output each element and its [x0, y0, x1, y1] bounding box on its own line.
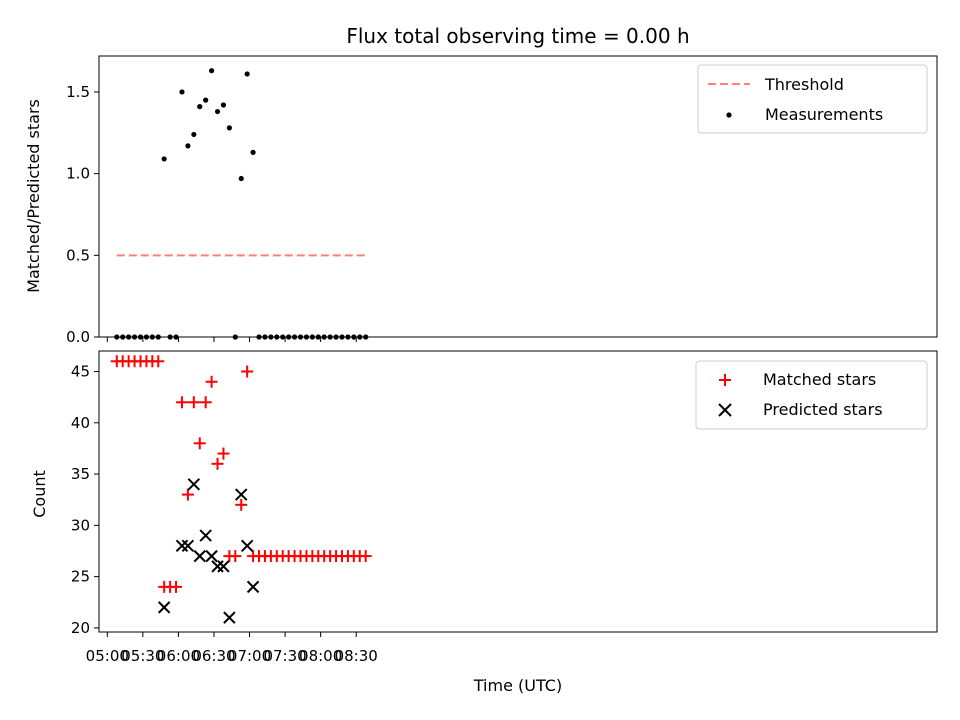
ratio-y-tick-label: 0.0	[66, 328, 90, 346]
predicted-legend-label: Predicted stars	[763, 400, 883, 419]
count-plot-content	[110, 355, 372, 624]
predicted-marker-b	[157, 601, 171, 614]
predicted-star-point	[235, 488, 248, 501]
ratio-y-tick-label: 1.0	[66, 165, 90, 183]
count-y-ticks: 20 25 30 35 40 45	[71, 363, 99, 637]
ratio-legend: Threshold Measurements	[697, 64, 928, 134]
predicted-star-point	[246, 580, 260, 594]
ratio-y-tick-label: 1.5	[66, 83, 90, 101]
matched-star-point	[187, 396, 200, 409]
predicted-marker-b	[193, 549, 206, 563]
predicted-star-point	[193, 549, 206, 563]
count-x-tick-label: 06:00	[157, 647, 200, 665]
predicted-marker-b	[181, 539, 195, 553]
count-y-tick-label: 20	[71, 619, 90, 637]
measurement-point	[226, 125, 232, 131]
matched-star-point	[181, 488, 194, 501]
measurement-point	[185, 143, 191, 149]
predicted-star-point	[199, 529, 212, 542]
predicted-legend-swatch	[718, 403, 732, 417]
measurement-point	[244, 71, 250, 77]
predicted-star-point	[157, 601, 171, 614]
matched-star-point	[170, 580, 183, 593]
count-x-tick-label: 08:00	[299, 647, 342, 665]
matched-star-point	[152, 355, 165, 368]
top-y-axis-label: Matched/Predicted stars	[24, 99, 43, 293]
predicted-marker-b	[187, 478, 201, 491]
matched-star-point	[205, 375, 218, 388]
matched-legend-label: Matched stars	[763, 370, 876, 389]
matched-star-point	[235, 498, 248, 511]
bottom-y-axis-label: Count	[30, 470, 49, 518]
measurement-point	[191, 131, 197, 138]
ratio-legend-box	[697, 64, 928, 134]
predicted-star-point	[181, 539, 195, 553]
count-x-tick-label: 05:00	[86, 647, 129, 665]
threshold-legend-label: Threshold	[764, 75, 844, 94]
measurements-legend-label: Measurements	[765, 105, 883, 124]
count-y-tick-label: 35	[71, 465, 90, 483]
measurement-point	[238, 175, 244, 182]
ratio-plot-frame	[98, 55, 938, 338]
predicted-star-point	[187, 478, 201, 491]
count-y-tick-label: 25	[71, 568, 90, 586]
ratio-x-ticks	[106, 337, 357, 342]
count-x-tick-label: 08:30	[335, 647, 378, 665]
predicted-star-point	[223, 611, 236, 624]
chart-title: Flux total observing time = 0.00 h	[346, 24, 689, 48]
predicted-marker-b	[240, 539, 254, 553]
measurement-point	[161, 156, 167, 162]
count-y-tick-label: 45	[71, 363, 90, 381]
ratio-y-tick-label: 0.5	[66, 246, 90, 264]
measurement-point	[214, 108, 221, 115]
predicted-star-point	[217, 560, 230, 573]
matched-star-point	[229, 550, 242, 563]
predicted-marker-b	[217, 560, 230, 573]
predicted-marker-b	[246, 580, 260, 594]
measurement-point	[203, 97, 209, 103]
count-panel: Count Time (UTC) 20 25 30 35 40 45 05:0005:30…	[30, 350, 938, 695]
matched-star-point	[199, 396, 212, 409]
count-x-tick-label: 07:00	[228, 647, 271, 665]
matched-star-point	[359, 550, 372, 563]
ratio-y-ticks: 0.0 0.5 1.0 1.5	[66, 83, 99, 346]
matched-legend-swatch	[719, 374, 731, 386]
measurements-legend-swatch	[726, 112, 732, 118]
measurement-point	[250, 149, 256, 155]
count-x-tick-label: 06:30	[192, 647, 235, 665]
measurement-point	[209, 68, 215, 74]
ratio-panel: Flux total observing time = 0.00 h Match…	[24, 24, 938, 346]
count-legend: Matched stars Predicted stars	[695, 360, 928, 430]
count-y-tick-label: 40	[71, 414, 90, 432]
matched-star-point	[217, 447, 230, 460]
measurement-point	[197, 104, 203, 110]
measurement-point	[220, 102, 227, 108]
matched-star-point	[175, 396, 188, 409]
measurement-point	[179, 89, 185, 95]
count-y-tick-label: 30	[71, 516, 90, 534]
predicted-marker-b	[205, 549, 218, 563]
predicted-star-point	[240, 539, 254, 553]
predicted-star-point	[205, 549, 218, 563]
count-x-tick-label: 07:30	[263, 647, 306, 665]
matched-star-point	[211, 457, 224, 470]
predicted-marker-b	[199, 529, 212, 542]
predicted-marker-b	[235, 488, 248, 501]
count-plot-frame	[98, 350, 938, 633]
predicted-marker-b	[223, 611, 236, 624]
count-legend-box	[695, 360, 928, 430]
count-x-tick-label: 05:30	[121, 647, 164, 665]
matched-star-point	[241, 365, 254, 378]
x-axis-label: Time (UTC)	[473, 676, 562, 695]
matched-star-point	[193, 437, 206, 450]
